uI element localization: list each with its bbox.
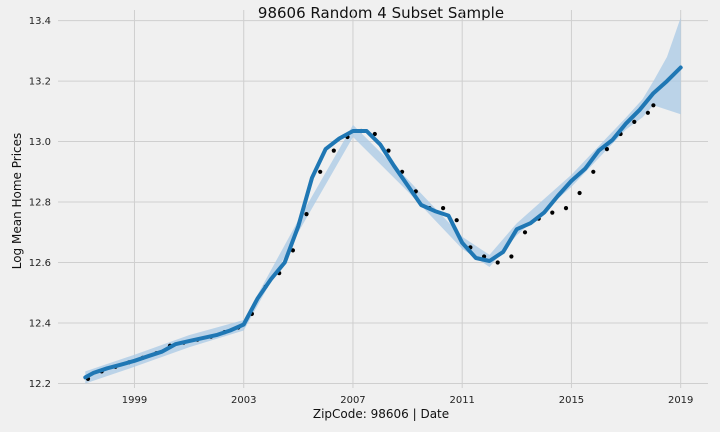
observed-point (372, 131, 377, 137)
y-tick-label: 12.8 (29, 198, 51, 209)
x-tick-label: 1999 (122, 395, 147, 406)
observed-point (290, 248, 295, 253)
observed-point (522, 230, 528, 235)
observed-point (495, 260, 500, 265)
y-tick-label: 13.4 (29, 16, 51, 27)
observed-point (318, 169, 323, 174)
chart-title: 98606 Random 4 Subset Sample (258, 4, 504, 22)
uncertainty-band-area (85, 17, 681, 384)
x-tick-label: 2019 (668, 395, 693, 406)
observed-point (331, 148, 336, 153)
forecast-line-layer (83, 65, 683, 380)
x-tick-label: 2015 (559, 395, 584, 406)
y-tick-label: 12.6 (29, 258, 51, 269)
observed-point (591, 169, 596, 174)
observed-point (645, 110, 651, 115)
observed-point (454, 218, 459, 223)
observed-point (550, 210, 555, 215)
y-tick-label: 13.2 (29, 77, 51, 88)
y-axis-ticks: 12.2 12.4 12.6 12.8 13.0 13.2 13.4 (29, 16, 51, 390)
y-tick-label: 13.0 (29, 137, 51, 148)
x-axis-ticks: 1999 2003 2007 2011 2015 2019 (122, 395, 694, 406)
observed-point (563, 206, 569, 211)
observed-point (604, 147, 610, 152)
observed-point (632, 119, 637, 124)
x-axis-label: ZipCode: 98606 | Date (313, 407, 449, 421)
observed-point (441, 206, 446, 211)
y-tick-label: 12.2 (29, 379, 51, 390)
y-tick-label: 12.4 (29, 318, 51, 329)
x-tick-label: 2011 (449, 395, 474, 406)
observed-point (651, 103, 656, 108)
observed-point (386, 148, 391, 153)
forecast-line (83, 65, 683, 380)
x-tick-label: 2007 (340, 395, 365, 406)
grid (58, 10, 708, 388)
uncertainty-band (85, 17, 681, 384)
observed-point (509, 254, 514, 259)
x-tick-label: 2003 (231, 395, 256, 406)
y-axis-label: Log Mean Home Prices (10, 133, 24, 270)
observed-point (577, 190, 582, 196)
observed-point (304, 212, 309, 217)
